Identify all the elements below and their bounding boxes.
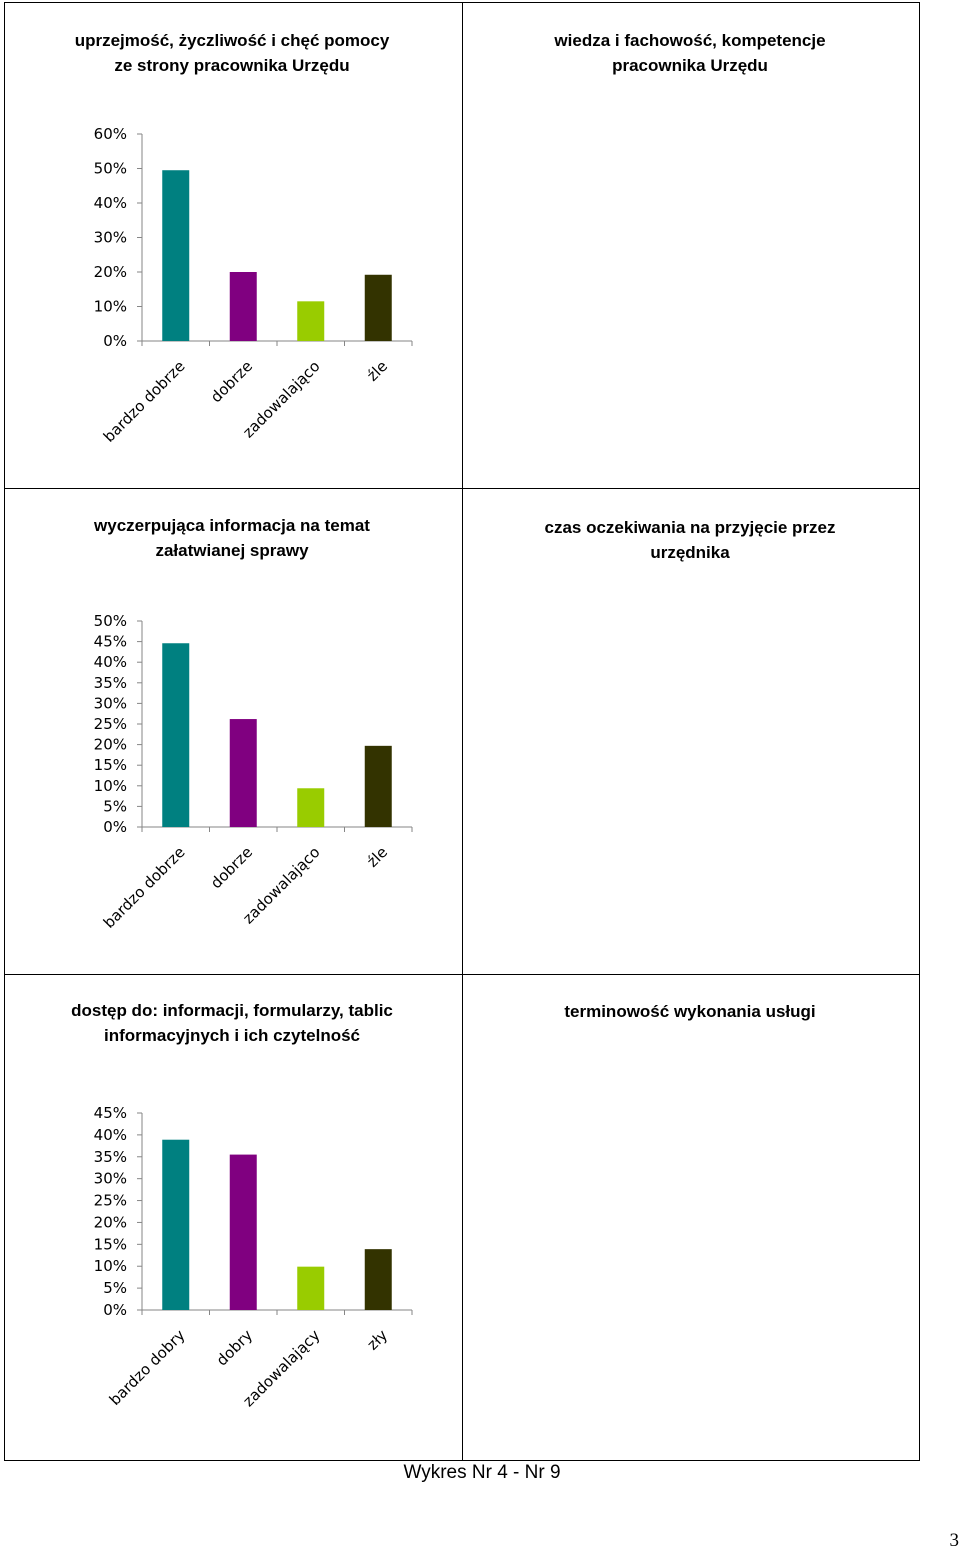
chart-title: czas oczekiwania na przyjęcie przez [544, 518, 835, 537]
figure-caption: Wykres Nr 4 - Nr 9 [403, 1462, 561, 1483]
category-label: dobrze [207, 843, 256, 892]
y-tick-label: 0% [103, 1301, 127, 1319]
y-tick-label: 10% [94, 1257, 127, 1275]
bar-3 [297, 301, 325, 341]
chart-panel-4: czas oczekiwania na przyjęcie przez urzęd… [462, 488, 920, 975]
y-tick-label: 20% [94, 736, 127, 754]
category-label: źle [363, 357, 391, 385]
chart-panel-5: dostęp do: informacji, formularzy, tabli… [4, 974, 463, 1461]
bar-chart-6: terminowość wykonania usługi0%5%10%15%20… [564, 1002, 815, 1021]
bar-1 [162, 170, 190, 341]
category-label: zły [363, 1326, 391, 1354]
category-label: bardzo dobrze [100, 843, 189, 932]
y-tick-label: 35% [94, 1148, 127, 1166]
chart-panel-2: wiedza i fachowość, kompetencje pracownik… [462, 2, 920, 489]
bar-chart-3: wyczerpująca informacja na temat załatwia… [93, 516, 413, 932]
chart-title: uprzejmość, życzliwość i chęć pomocy [75, 31, 390, 50]
y-tick-label: 30% [94, 229, 127, 247]
bar-3 [297, 1266, 325, 1310]
y-tick-label: 50% [94, 160, 127, 178]
chart-title: urzędnika [650, 543, 730, 562]
chart-grid: uprzejmość, życzliwość i chęć pomocy ze s… [4, 2, 920, 1461]
chart-title: wiedza i fachowość, kompetencje [553, 31, 825, 50]
y-tick-label: 25% [94, 715, 127, 733]
category-label: dobrze [207, 357, 256, 406]
y-tick-label: 50% [94, 612, 127, 630]
chart-title: informacyjnych i ich czytelność [104, 1026, 360, 1045]
y-tick-label: 25% [94, 1192, 127, 1210]
category-label: bardzo dobry [106, 1326, 189, 1409]
bar-1 [162, 1139, 190, 1310]
category-label: dobry [213, 1326, 256, 1369]
y-tick-label: 15% [94, 1235, 127, 1253]
y-tick-label: 10% [94, 777, 127, 795]
bar-chart-5: dostęp do: informacji, formularzy, tabli… [71, 1001, 413, 1410]
bar-2 [229, 1154, 257, 1310]
bar-1 [162, 643, 190, 827]
bar-4 [364, 274, 392, 341]
chart-title: załatwianej sprawy [155, 541, 309, 560]
bar-chart-2: wiedza i fachowość, kompetencje pracownik… [553, 31, 825, 75]
y-tick-label: 40% [94, 194, 127, 212]
bar-2 [229, 719, 257, 827]
page-number: 3 [949, 1530, 960, 1551]
bar-3 [297, 788, 325, 827]
y-tick-label: 20% [94, 263, 127, 281]
y-tick-label: 35% [94, 674, 127, 692]
y-tick-label: 40% [94, 653, 127, 671]
chart-title: wyczerpująca informacja na temat [93, 516, 370, 535]
y-tick-label: 45% [94, 1104, 127, 1122]
chart-panel-1: uprzejmość, życzliwość i chęć pomocy ze s… [4, 2, 463, 489]
y-tick-label: 45% [94, 633, 127, 651]
chart-title: ze strony pracownika Urzędu [114, 56, 349, 75]
chart-panel-6: terminowość wykonania usługi0%5%10%15%20… [462, 974, 920, 1461]
y-tick-label: 60% [94, 125, 127, 143]
chart-panel-3: wyczerpująca informacja na temat załatwia… [4, 488, 463, 975]
y-tick-label: 5% [103, 797, 127, 815]
chart-title: terminowość wykonania usługi [564, 1002, 815, 1021]
category-label: bardzo dobrze [100, 357, 189, 446]
bar-chart-4: czas oczekiwania na przyjęcie przez urzęd… [544, 518, 835, 562]
y-tick-label: 40% [94, 1126, 127, 1144]
y-tick-label: 0% [103, 332, 127, 350]
y-tick-label: 10% [94, 298, 127, 316]
bar-4 [364, 1249, 392, 1310]
y-tick-label: 15% [94, 756, 127, 774]
bar-2 [229, 272, 257, 341]
bar-4 [364, 745, 392, 827]
category-label: źle [363, 843, 391, 871]
y-tick-label: 0% [103, 818, 127, 836]
y-tick-label: 30% [94, 1170, 127, 1188]
chart-title: pracownika Urzędu [612, 56, 768, 75]
y-tick-label: 5% [103, 1279, 127, 1297]
bar-chart-1: uprzejmość, życzliwość i chęć pomocy ze s… [75, 31, 413, 446]
y-tick-label: 30% [94, 694, 127, 712]
y-tick-label: 20% [94, 1213, 127, 1231]
chart-title: dostęp do: informacji, formularzy, tabli… [71, 1001, 393, 1020]
